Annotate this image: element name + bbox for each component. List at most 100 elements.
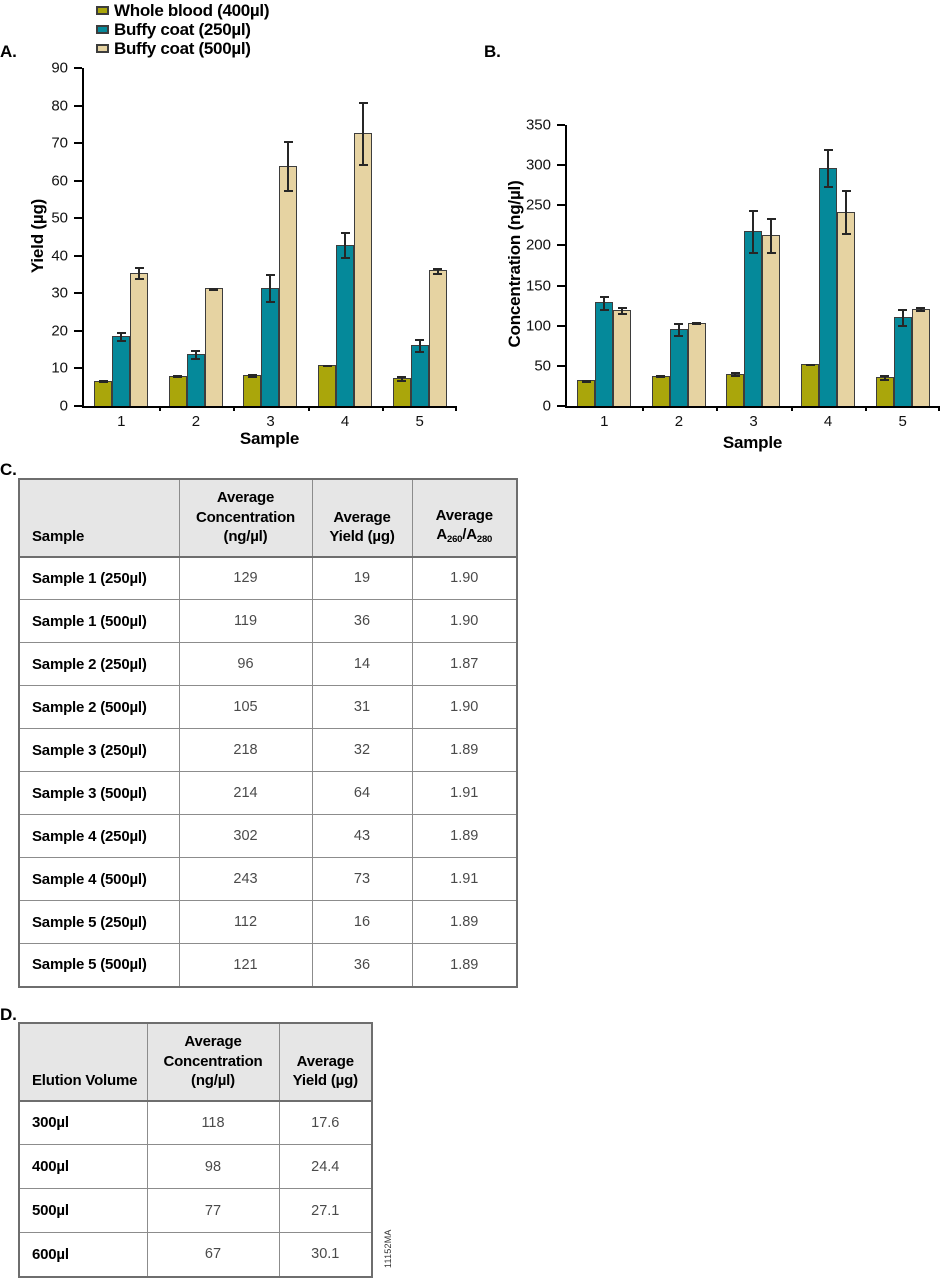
table-row: Sample 1 (250µl) 129 19 1.90	[18, 556, 518, 600]
ratio-cell: 1.87	[411, 642, 518, 686]
y-tick-mark	[557, 204, 565, 207]
yield-cell: 31	[311, 685, 413, 729]
bar-sample1-series3	[613, 307, 632, 406]
x-tick-label: 2	[674, 413, 684, 430]
y-tick-mark	[557, 324, 565, 327]
bar-sample4-series2	[819, 149, 838, 406]
table-row: Sample 3 (500µl) 214 64 1.91	[18, 771, 518, 815]
col-header-avg-yield: Average Yield (µg)	[278, 1022, 373, 1102]
bar-sample5-series2	[410, 339, 429, 406]
error-bar	[692, 321, 702, 326]
ratio-cell: 1.90	[411, 556, 518, 600]
conc-cell: 302	[178, 814, 313, 858]
ratio-cell: 1.89	[411, 900, 518, 944]
table-row: Sample 2 (250µl) 96 14 1.87	[18, 642, 518, 686]
bar-sample1-series3	[130, 266, 149, 406]
x-tick-label: 3	[266, 413, 275, 430]
y-tick-label: 150	[525, 277, 551, 295]
yield-cell: 30.1	[278, 1232, 373, 1277]
bar-group-sample-5	[865, 125, 940, 406]
bar-group-sample-5	[382, 68, 457, 406]
yield-cell: 19	[311, 556, 413, 600]
chart-b-concentration: 0 50 100 150 200 250 300 350 1 2 3 4 5	[526, 117, 940, 430]
yield-cell: 64	[311, 771, 413, 815]
panel-label-a: A.	[0, 42, 17, 61]
error-bar	[841, 190, 851, 236]
figure-code: 11152MA	[383, 1229, 393, 1268]
bar-sample4-series3	[354, 102, 373, 406]
y-tick-label: 60	[51, 172, 68, 190]
error-bar	[322, 364, 332, 367]
volume-cell: 400µl	[18, 1144, 148, 1189]
error-bar	[191, 350, 201, 361]
conc-cell: 96	[178, 642, 313, 686]
bar-sample3-series3	[279, 141, 298, 406]
chart-a-yield: 0 10 20 30 40 50 60 70 80 90 1 2 3 4 5	[51, 60, 457, 430]
ratio-cell: 1.91	[411, 771, 518, 815]
bar-sample5-series2	[893, 309, 912, 406]
conc-cell: 118	[146, 1100, 280, 1145]
y-tick-mark	[74, 142, 82, 145]
sample-cell: Sample 4 (500µl)	[18, 857, 180, 901]
conc-cell: 218	[178, 728, 313, 772]
panel-label-d: D.	[0, 1005, 17, 1024]
col-header-avg-concentration: Average Concentration (ng/µl)	[178, 478, 313, 558]
y-tick-mark	[74, 292, 82, 295]
error-bar	[916, 307, 926, 313]
legend-item-whole-blood: Whole blood (400µl)	[96, 1, 270, 20]
sample-cell: Sample 5 (500µl)	[18, 943, 180, 987]
x-tick-label: 1	[117, 413, 126, 430]
conc-cell: 214	[178, 771, 313, 815]
sample-cell: Sample 4 (250µl)	[18, 814, 180, 858]
conc-cell: 77	[146, 1188, 280, 1233]
bar-sample1-series2	[112, 331, 131, 406]
error-bar	[766, 218, 776, 254]
y-tick-label: 20	[51, 322, 68, 340]
ratio-cell: 1.89	[411, 814, 518, 858]
yield-cell: 17.6	[278, 1100, 373, 1145]
sample-cell: Sample 3 (250µl)	[18, 728, 180, 772]
col-header-elution-volume: Elution Volume	[18, 1022, 148, 1102]
legend-swatch-buffy-500	[96, 44, 109, 53]
bar-sample2-series1	[651, 375, 670, 406]
yield-cell: 36	[311, 943, 413, 987]
sample-cell: Sample 5 (250µl)	[18, 900, 180, 944]
yield-cell: 27.1	[278, 1188, 373, 1233]
sample-cell: Sample 3 (500µl)	[18, 771, 180, 815]
panel-label-b: B.	[484, 42, 501, 61]
y-tick-mark	[74, 179, 82, 182]
volume-cell: 500µl	[18, 1188, 148, 1233]
bar-sample4-series2	[336, 232, 355, 406]
y-tick-mark	[74, 67, 82, 69]
col-header-avg-a260-a280: Average A260/A280	[411, 478, 518, 558]
x-tick-mark	[865, 406, 868, 411]
ratio-cell: 1.90	[411, 599, 518, 643]
y-tick-mark	[557, 244, 565, 247]
error-bar	[730, 372, 740, 378]
col-header-sample: Sample	[18, 478, 180, 558]
bar-sample1-series1	[94, 380, 113, 406]
x-tick-label: 2	[191, 413, 201, 430]
error-bar	[397, 376, 407, 383]
bar-sample2-series2	[669, 322, 688, 406]
panel-label-c: C.	[0, 460, 17, 479]
x-tick-mark	[158, 406, 161, 411]
y-tick-mark	[557, 405, 565, 407]
bar-group-sample-1	[567, 125, 642, 406]
x-tick-label: 5	[898, 413, 907, 430]
table-row: Sample 4 (500µl) 243 73 1.91	[18, 857, 518, 901]
y-tick-mark	[557, 124, 565, 126]
bar-group-sample-1	[84, 68, 159, 406]
table-d-elution-volume: Elution Volume Average Concentration (ng…	[18, 1022, 373, 1278]
legend-item-buffy-500: Buffy coat (500µl)	[96, 39, 269, 58]
table-c-sample-results: Sample Average Concentration (ng/µl) Ave…	[18, 478, 518, 988]
table-row: Sample 1 (500µl) 119 36 1.90	[18, 599, 518, 643]
error-bar	[134, 266, 144, 281]
y-tick-label: 250	[525, 196, 551, 214]
yield-cell: 16	[311, 900, 413, 944]
error-bar	[209, 287, 219, 291]
y-tick-label: 100	[525, 317, 551, 335]
yield-cell: 24.4	[278, 1144, 373, 1189]
conc-cell: 129	[178, 556, 313, 600]
error-bar	[265, 274, 275, 304]
